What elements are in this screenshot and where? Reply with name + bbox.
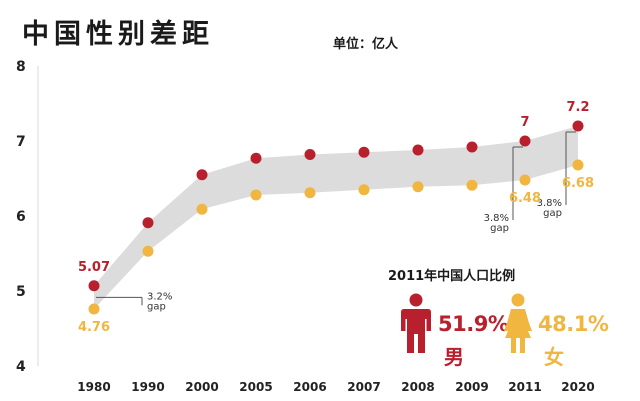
gap-annotation: 3.2% — [147, 291, 172, 302]
x-tick-label: 1990 — [131, 380, 164, 394]
x-tick-label: 2007 — [347, 380, 380, 394]
data-label: 5.07 — [78, 260, 110, 275]
x-tick-label: 1980 — [77, 380, 110, 394]
data-label: 6.48 — [509, 191, 541, 206]
female-label: 女 — [544, 345, 564, 369]
y-tick-label: 6 — [16, 209, 26, 225]
x-tick-label: 2020 — [561, 380, 594, 394]
gap-annotation: 3.8% — [484, 213, 509, 224]
x-tick-label: 2000 — [185, 380, 218, 394]
gap-band — [94, 126, 578, 309]
gap-annotation: 3.8% — [537, 198, 562, 209]
x-tick-label: 2008 — [401, 380, 434, 394]
male-data-point — [412, 144, 424, 156]
x-tick-label: 2009 — [455, 380, 488, 394]
y-tick-label: 5 — [16, 284, 26, 300]
gap-annotation: gap — [490, 223, 509, 234]
data-label: 4.76 — [78, 320, 110, 335]
y-tick-label: 8 — [16, 59, 26, 75]
male-data-point — [196, 169, 208, 181]
male-data-point — [572, 120, 584, 132]
female-data-point — [142, 245, 154, 257]
female-person-icon — [504, 293, 532, 353]
female-data-point — [250, 189, 262, 201]
male-data-point — [250, 152, 262, 164]
female-data-point — [466, 179, 478, 191]
data-label: 7.2 — [566, 100, 589, 115]
inset-title: 2011年中国人口比例 — [388, 269, 516, 284]
male-data-point — [142, 217, 154, 229]
gap-annotation: gap — [147, 301, 166, 312]
female-data-point — [196, 203, 208, 215]
data-label: 7 — [520, 115, 529, 130]
female-data-point — [519, 174, 531, 186]
unit-label: 单位：亿人 — [333, 37, 399, 52]
female-data-point — [572, 159, 584, 171]
male-person-icon — [401, 293, 431, 353]
x-tick-label: 2006 — [293, 380, 326, 394]
y-tick-label: 7 — [16, 134, 26, 150]
female-data-point — [88, 303, 100, 315]
male-data-point — [519, 135, 531, 147]
male-data-point — [304, 149, 316, 160]
x-tick-label: 2011 — [508, 380, 541, 394]
male-percent: 51.9% — [438, 312, 509, 336]
female-data-point — [412, 181, 424, 193]
male-data-point — [358, 146, 370, 158]
male-data-point — [466, 141, 478, 153]
x-tick-label: 2005 — [239, 380, 272, 394]
female-data-point — [358, 184, 370, 196]
chart-title: 中国性别差距 — [22, 19, 214, 50]
male-data-point — [88, 280, 100, 292]
y-tick-label: 4 — [16, 359, 26, 375]
female-percent: 48.1% — [538, 312, 609, 336]
gap-annotation: gap — [543, 208, 562, 219]
male-label: 男 — [444, 345, 464, 369]
female-data-point — [304, 187, 316, 199]
data-label: 6.68 — [562, 176, 594, 191]
